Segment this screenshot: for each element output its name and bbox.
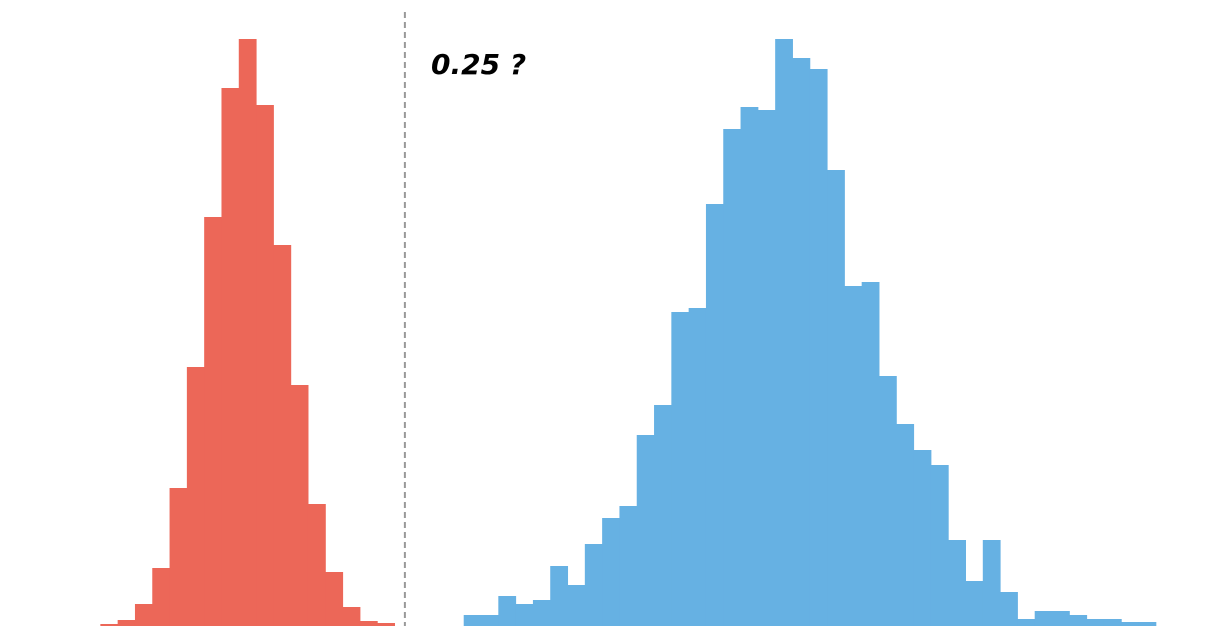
bar xyxy=(948,540,966,626)
bar xyxy=(1121,622,1140,626)
bar xyxy=(757,110,776,626)
bar xyxy=(256,105,274,626)
bar xyxy=(775,39,793,626)
bar xyxy=(186,367,205,626)
bar xyxy=(1052,611,1070,626)
bar xyxy=(498,596,517,626)
bar xyxy=(982,540,1001,626)
bar xyxy=(169,488,188,626)
bar xyxy=(1000,592,1018,626)
bar xyxy=(688,308,707,626)
bar xyxy=(532,600,551,626)
bar xyxy=(377,623,396,626)
bar xyxy=(567,585,586,626)
bar xyxy=(1034,611,1053,626)
bar xyxy=(1103,619,1122,626)
bar xyxy=(463,615,482,626)
bar xyxy=(481,615,499,626)
bar xyxy=(273,245,292,626)
bar xyxy=(515,604,534,626)
bar xyxy=(602,518,620,626)
bar xyxy=(723,129,742,626)
bar xyxy=(705,204,724,626)
annotation: 0.25 ? xyxy=(431,48,526,81)
bar xyxy=(550,566,569,626)
bar xyxy=(636,435,655,626)
bar xyxy=(152,568,171,626)
bar xyxy=(100,624,119,626)
bar xyxy=(654,405,672,626)
bar xyxy=(792,58,811,626)
bar xyxy=(221,88,240,626)
bar xyxy=(117,620,136,626)
bar xyxy=(1069,615,1088,626)
bar xyxy=(359,621,378,626)
bar xyxy=(134,604,153,626)
bar xyxy=(861,282,880,626)
bar xyxy=(671,312,690,626)
bar xyxy=(844,286,863,626)
bar xyxy=(325,572,344,626)
bar xyxy=(913,450,932,626)
bar xyxy=(290,385,309,626)
bar xyxy=(896,424,915,626)
bar xyxy=(342,607,361,626)
bar xyxy=(930,465,949,626)
bar xyxy=(307,504,326,626)
bar xyxy=(740,107,759,626)
bar xyxy=(1086,619,1105,626)
bar xyxy=(878,376,897,626)
bar xyxy=(1138,622,1157,626)
bar xyxy=(965,581,984,626)
bar xyxy=(1017,619,1036,626)
bar xyxy=(238,39,257,626)
bar xyxy=(204,217,222,626)
bar xyxy=(827,170,845,626)
bar xyxy=(809,69,828,626)
bar xyxy=(619,506,638,626)
bar xyxy=(584,544,603,626)
